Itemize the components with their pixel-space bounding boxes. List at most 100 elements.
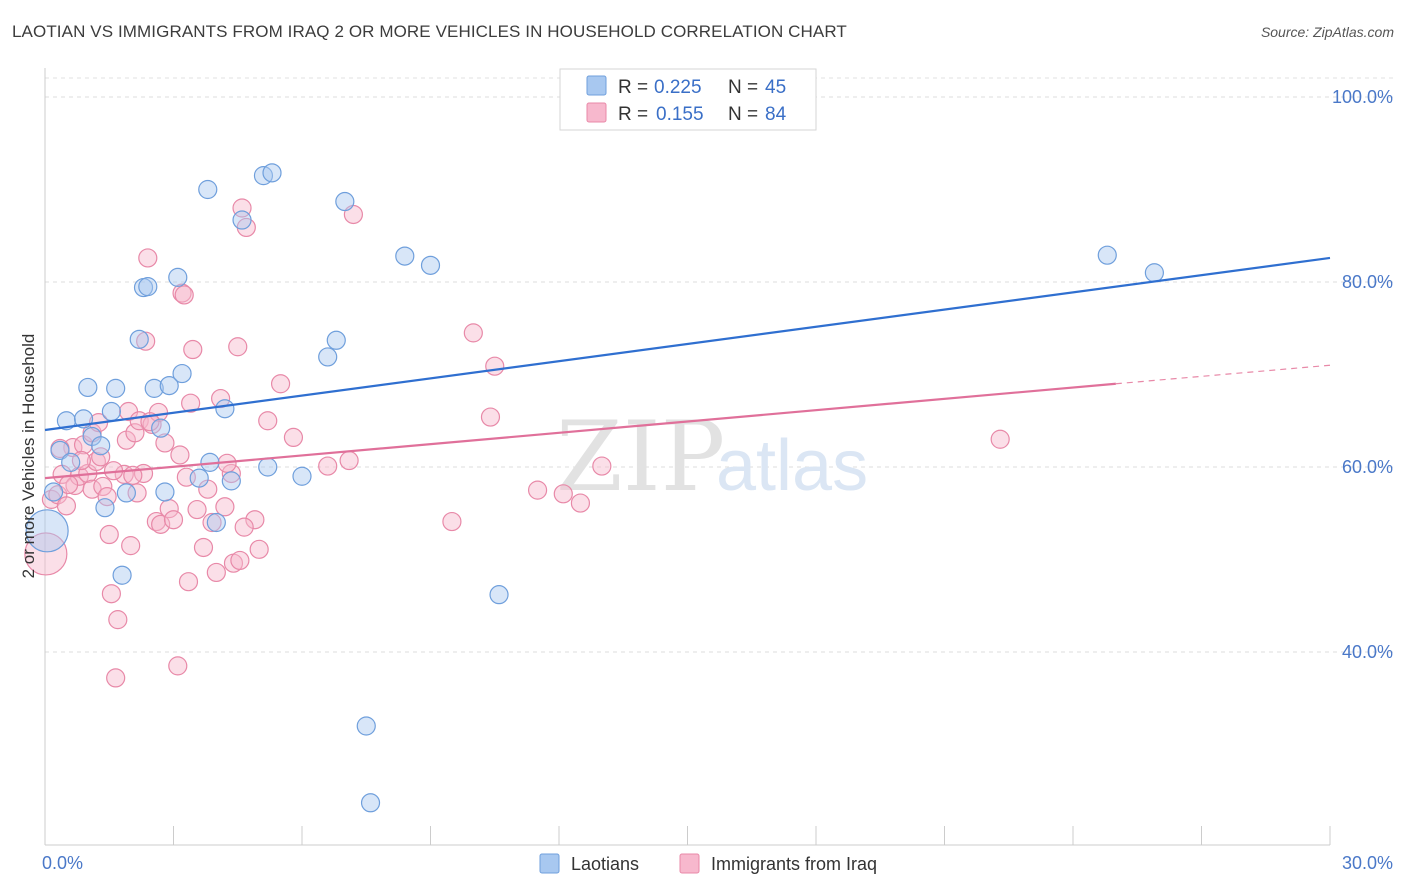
legend-r-iraq: 0.155	[656, 104, 704, 125]
laotians-point-9	[95, 498, 115, 518]
iraq-point-53	[270, 374, 291, 394]
laotians-point-41	[489, 585, 509, 605]
iraq-point-36	[178, 572, 199, 592]
legend-n-label: N =	[728, 104, 758, 125]
chart-source: Source: ZipAtlas.com	[1260, 24, 1394, 40]
bottom-legend-laotians: Laotians	[571, 854, 639, 874]
iraq-point-66	[990, 429, 1010, 449]
legend-swatch-laotians	[586, 75, 607, 96]
laotians-point-18	[151, 418, 171, 438]
legend-swatch-iraq	[586, 102, 607, 123]
iraq-point-78	[127, 483, 147, 503]
iraq-point-65	[592, 456, 612, 476]
laotians-point-1	[43, 482, 64, 502]
legend-r-label: R =	[618, 104, 648, 125]
iraq-point-39	[187, 499, 207, 520]
laotians-point-2	[50, 440, 70, 460]
y-tick-label-1: 80.0%	[1342, 272, 1393, 292]
iraq-point-54	[283, 427, 304, 447]
x-tick-label-1: 30.0%	[1342, 853, 1393, 873]
iraq-point-29	[151, 514, 171, 534]
iraq-point-50	[245, 510, 265, 530]
laotians-point-29	[232, 210, 252, 230]
laotians-point-12	[112, 565, 132, 585]
iraq-point-62	[527, 480, 548, 500]
laotians-point-39	[395, 246, 415, 266]
laotians-point-3	[56, 411, 77, 431]
laotians-point-40	[420, 255, 441, 275]
laotians-point-21	[168, 267, 188, 287]
iraq-point-41	[202, 512, 222, 533]
iraq-point-38	[183, 339, 203, 360]
y-tick-labels: 100.0% 80.0% 60.0% 40.0%	[1332, 87, 1393, 662]
iraq-point-4	[56, 496, 77, 516]
bottom-legend-iraq: Immigrants from Iraq	[711, 854, 877, 874]
laotians-point-6	[78, 377, 98, 398]
axes	[44, 68, 1331, 846]
laotians-point-4	[61, 452, 81, 472]
laotians-point-10	[101, 401, 121, 422]
iraq-point-14	[99, 524, 119, 545]
iraq-point-30	[155, 433, 175, 453]
iraq-point-45	[221, 463, 241, 484]
iraq-point-17	[108, 610, 128, 630]
laotians-point-37	[356, 716, 376, 736]
iraq-point-70	[174, 285, 194, 305]
laotians-point-14	[129, 329, 149, 349]
laotians-point-32	[262, 163, 282, 183]
y-axis-label: 2 or more Vehicles in Household	[19, 334, 38, 579]
trend-lines	[44, 256, 1331, 480]
iraq-point-40	[193, 537, 214, 558]
iraq-point-21	[121, 536, 141, 556]
bottom-legend: Laotians Immigrants from Iraq	[539, 853, 877, 874]
laotians-point-13	[116, 483, 136, 503]
iraq-point-15	[101, 584, 121, 604]
laotians-point-26	[206, 512, 226, 533]
watermark-atlas: atlas	[716, 426, 868, 506]
iraq-point-47	[228, 337, 248, 357]
laotians-point-38	[360, 793, 381, 813]
y-tick-label-2: 60.0%	[1342, 457, 1393, 477]
legend-n-label: N =	[728, 77, 758, 98]
iraq-point-32	[163, 510, 184, 530]
laotians-point-42	[1097, 245, 1117, 265]
iraq-point-63	[553, 484, 573, 504]
laotians-point-0	[25, 509, 69, 553]
laotians-point-35	[326, 330, 346, 350]
laotians-point-27	[215, 399, 235, 419]
iraq-point-58	[442, 511, 462, 532]
iraq-trend-line	[44, 382, 1116, 480]
iraq-point-79	[170, 445, 190, 465]
laotians-point-17	[144, 378, 164, 398]
iraq-point-13	[93, 476, 113, 497]
legend-r-label: R =	[618, 77, 648, 98]
iraq-trend-line-extension	[1115, 364, 1331, 385]
iraq-point-60	[480, 407, 501, 427]
iraq-point-51	[249, 539, 269, 559]
iraq-point-71	[234, 517, 254, 537]
y-tick-label-3: 40.0%	[1342, 642, 1393, 662]
laotians-point-16	[138, 277, 158, 297]
laotians-point-24	[198, 179, 218, 200]
laotians-point-31	[258, 457, 278, 477]
iraq-point-76	[230, 550, 250, 571]
bottom-legend-swatch-laotians	[539, 853, 560, 874]
iraq-point-42	[206, 562, 226, 583]
iraq-point-64	[570, 493, 591, 513]
x-tick-labels: 0.0% 30.0%	[42, 853, 1393, 873]
laotians-point-36	[335, 191, 355, 212]
laotians-point-33	[292, 466, 312, 486]
iraq-point-59	[463, 323, 483, 343]
laotians-point-8	[91, 436, 111, 456]
legend-r-laotians: 0.225	[654, 77, 702, 98]
iraq-point-33	[168, 656, 188, 676]
x-tick-label-0: 0.0%	[42, 853, 83, 873]
legend-n-iraq: 84	[765, 104, 787, 125]
iraq-point-25	[136, 331, 156, 351]
iraq-point-52	[258, 411, 278, 431]
iraq-point-0	[24, 532, 68, 576]
chart-title: LAOTIAN VS IMMIGRANTS FROM IRAQ 2 OR MOR…	[12, 22, 847, 41]
legend-n-laotians: 45	[765, 77, 786, 98]
laotians-point-19	[155, 482, 175, 502]
